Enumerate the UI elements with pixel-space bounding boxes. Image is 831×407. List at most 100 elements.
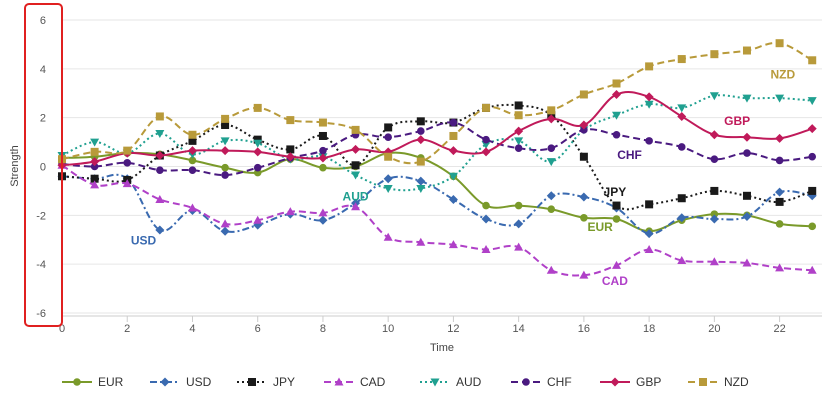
legend-item-nzd[interactable]: NZD [688, 375, 749, 389]
x-tick-label: 2 [124, 323, 130, 335]
x-tick-label: 6 [255, 323, 261, 335]
data-point-cad [448, 240, 458, 249]
data-point-cad [481, 245, 491, 254]
series-nzd [58, 39, 817, 166]
x-tick-label: 14 [513, 323, 525, 335]
x-axis-ticks: 0 2 4 6 8 10 12 14 16 18 20 22 [59, 315, 822, 335]
series-aud [57, 92, 817, 193]
data-point-nzd [742, 46, 751, 55]
data-point-usd [448, 194, 458, 204]
data-point-jpy [286, 145, 295, 154]
data-point-cad [612, 260, 622, 269]
data-point-eur [188, 156, 197, 165]
data-point-jpy [514, 101, 523, 110]
legend-item-chf[interactable]: CHF [511, 375, 572, 389]
data-point-gbp [546, 114, 556, 124]
data-point-jpy [188, 136, 197, 145]
series-line-aud [61, 94, 813, 192]
data-point-cad [742, 258, 752, 267]
data-point-jpy [645, 200, 654, 209]
x-tick-label: 4 [189, 323, 195, 335]
data-point-jpy [677, 194, 686, 203]
series-line-cad [61, 164, 813, 277]
data-point-gbp [351, 144, 361, 154]
data-point-cad [383, 232, 393, 241]
data-point-chf [90, 162, 99, 171]
legend-label-gbp: GBP [636, 375, 661, 389]
data-point-jpy [384, 123, 393, 132]
data-point-cad [514, 242, 524, 251]
x-tick-label: 18 [643, 323, 655, 335]
legend-item-eur[interactable]: EUR [62, 375, 124, 389]
data-point-aud [448, 172, 458, 181]
legend-label-chf: CHF [547, 375, 572, 389]
data-point-eur [580, 213, 588, 222]
data-point-jpy [612, 201, 621, 210]
series-labels: EUR USD JPY CAD AUD CHF GBP NZD [131, 68, 796, 288]
data-point-nzd [416, 157, 425, 166]
data-point-jpy [253, 135, 262, 144]
data-point-eur [775, 220, 784, 228]
data-point-eur [808, 222, 817, 231]
data-point-gbp [644, 92, 654, 102]
data-point-nzd [612, 79, 621, 88]
legend-marker-chf [522, 378, 530, 386]
legend-item-usd[interactable]: USD [150, 375, 212, 389]
data-point-cad [644, 245, 654, 254]
data-point-nzd [155, 112, 164, 121]
legend-label-aud: AUD [456, 375, 482, 389]
data-point-nzd [710, 50, 719, 59]
data-point-eur [710, 210, 719, 218]
data-point-cad [318, 208, 328, 217]
legend-item-gbp[interactable]: GBP [600, 375, 661, 389]
data-point-eur [221, 163, 229, 172]
x-tick-label: 8 [320, 323, 326, 335]
legend-marker-eur [73, 378, 81, 386]
data-point-chf [123, 159, 132, 167]
data-point-nzd [482, 103, 491, 112]
data-point-chf [775, 156, 784, 165]
legend-item-aud[interactable]: AUD [420, 375, 482, 389]
data-point-aud [383, 184, 393, 193]
series-cad [57, 160, 817, 279]
data-point-eur [612, 215, 621, 223]
data-point-aud [644, 100, 654, 109]
legend-item-jpy[interactable]: JPY [237, 375, 295, 389]
data-point-eur [482, 201, 490, 210]
data-point-nzd [645, 62, 654, 71]
legend[interactable]: EUR USD JPY CAD AUD CHF GBP NZD [62, 375, 749, 389]
series-gbp [57, 89, 817, 170]
series-label-aud: AUD [343, 190, 369, 204]
x-tick-label: 20 [708, 323, 720, 335]
data-point-nzd [677, 55, 686, 64]
data-point-aud [351, 171, 361, 180]
data-point-chf [319, 146, 327, 155]
data-point-nzd [775, 39, 784, 48]
data-point-gbp [612, 89, 622, 99]
data-point-aud [253, 139, 263, 148]
data-point-eur [547, 205, 556, 214]
data-point-jpy [90, 174, 99, 183]
series-line-chf [61, 121, 813, 177]
data-point-cad [122, 179, 132, 188]
data-point-gbp [155, 151, 165, 161]
data-point-chf [743, 149, 751, 157]
data-point-gbp [448, 146, 458, 156]
legend-marker-nzd [699, 378, 707, 386]
y-axis-highlight-box [24, 3, 63, 327]
data-point-gbp [709, 130, 719, 140]
y-axis-title: Strength [9, 145, 21, 187]
y-tick-label: 6 [40, 15, 46, 27]
data-point-jpy [351, 161, 360, 170]
series-eur [58, 149, 817, 236]
grid-lines [62, 19, 822, 314]
x-tick-label: 10 [382, 323, 394, 335]
legend-item-cad[interactable]: CAD [324, 375, 386, 389]
data-point-usd [318, 215, 328, 225]
data-point-usd [220, 226, 230, 236]
y-tick-label: -2 [36, 210, 46, 222]
data-point-nzd [221, 114, 230, 123]
x-axis-title: Time [430, 342, 454, 354]
data-point-usd [383, 174, 393, 184]
